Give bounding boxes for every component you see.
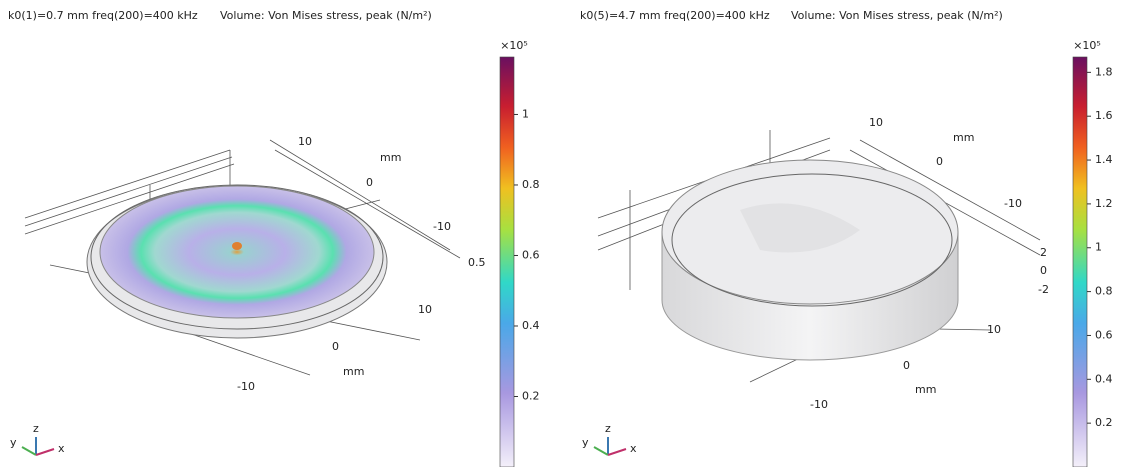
colorbar-tick-label: 0.2 [1095,416,1113,429]
colorbar [500,57,514,467]
triad-x [36,449,54,455]
colorbar-tick-label: 0.8 [522,178,540,191]
axis-label: -10 [810,398,828,411]
axis-label: -2 [1038,283,1049,296]
axis-label: 0 [332,340,339,353]
axis-label: 0 [903,359,910,372]
left-scene [25,140,460,375]
triad-label: x [630,442,637,455]
axis-label: mm [380,151,401,164]
axis-label: 10 [418,303,432,316]
axis-label: 10 [298,135,312,148]
triad-label: y [10,436,17,449]
colorbar-tick-label: 0.8 [1095,285,1113,298]
screen: k0(1)=0.7 mm freq(200)=400 kHz Volume: Vo… [0,0,1124,467]
colorbar-multiplier: ×10⁵ [500,39,528,52]
colorbar [1073,57,1087,467]
colorbar-tick-label: 1.8 [1095,65,1113,78]
axis-label: mm [343,365,364,378]
axis-label: 0 [366,176,373,189]
axis-label: 2 [1040,246,1047,259]
colorbar-tick-label: 0.6 [522,248,540,261]
colorbar-tick-label: 0.4 [522,319,540,332]
axis-label: 10 [869,116,883,129]
axis-label: 10 [987,323,1001,336]
triad-label: x [58,442,65,455]
colorbar-tick-label: 1.4 [1095,153,1113,166]
triad-label: z [605,422,611,435]
axis-label: -10 [1004,197,1022,210]
colorbar-tick-label: 0.4 [1095,372,1113,385]
right-scene [598,130,1040,382]
plot-subtitle: Volume: Von Mises stress, peak (N/m²) [791,9,1003,22]
colorbar-multiplier: ×10⁵ [1073,39,1101,52]
axis-label: mm [915,383,936,396]
plot-title: k0(1)=0.7 mm freq(200)=400 kHz [8,9,198,22]
plot-subtitle: Volume: Von Mises stress, peak (N/m²) [220,9,432,22]
triad-y [594,447,608,455]
colorbar-tick-label: 1 [522,107,529,120]
axis-label: 0.5 [468,256,486,269]
axis-label: -10 [237,380,255,393]
axis-label: 0 [936,155,943,168]
axis-label: mm [953,131,974,144]
triad-label: y [582,436,589,449]
colorbar-tick-label: 1 [1095,241,1102,254]
colorbar-tick-label: 0.6 [1095,328,1113,341]
colorbar-tick-label: 0.2 [522,389,540,402]
axis-label: 0 [1040,264,1047,277]
colorbar-tick-label: 1.6 [1095,109,1113,122]
triad-x [608,449,626,455]
plot-title: k0(5)=4.7 mm freq(200)=400 kHz [580,9,770,22]
triad-y [22,447,36,455]
triad-label: z [33,422,39,435]
axis-label: -10 [433,220,451,233]
colorbar-tick-label: 1.2 [1095,197,1113,210]
